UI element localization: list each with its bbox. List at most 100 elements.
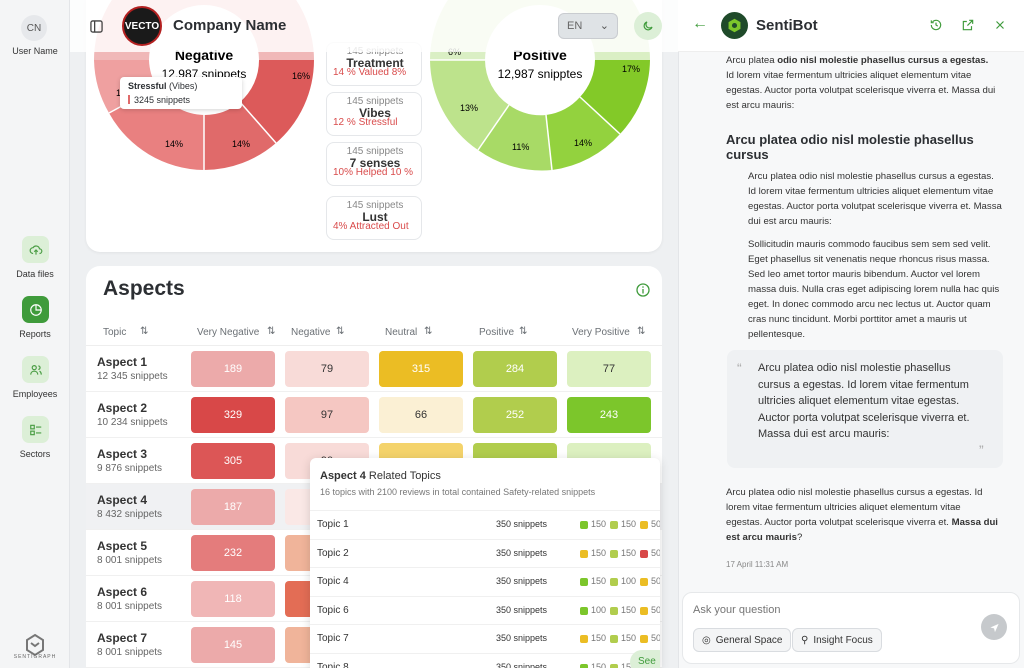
col-very-positive[interactable]: Very Positive <box>572 327 630 338</box>
aspect-name: Aspect 3 <box>97 447 148 461</box>
sentiment-cell[interactable]: 189 <box>191 351 275 387</box>
sentiment-cell[interactable]: 79 <box>285 351 369 387</box>
chip-title: Treatment <box>346 56 404 70</box>
col-neutral[interactable]: Neutral <box>385 327 418 338</box>
topic-chip-vibes[interactable]: 145 snippets Vibes 12 % Stressful <box>326 92 422 136</box>
positive-pct-1: 6% <box>448 47 461 57</box>
sort-icon[interactable]: ⇅ <box>424 326 433 337</box>
avatar[interactable]: CN <box>21 15 47 41</box>
sentiment-cell[interactable]: 305 <box>191 443 275 479</box>
theme-toggle-button[interactable] <box>634 12 662 40</box>
table-row[interactable]: Aspect 1 12 345 snippets 189 79 315 284 77 <box>86 346 662 392</box>
general-space-button[interactable]: ◎ General Space <box>693 628 792 652</box>
sort-icon[interactable]: ⇅ <box>267 326 276 337</box>
nav-reports-button[interactable] <box>22 296 49 323</box>
sentiment-cell[interactable]: 329 <box>191 397 275 433</box>
aspect-snippets: 8 001 snippets <box>97 647 163 658</box>
positive-slice-3[interactable] <box>478 105 552 171</box>
msg4-end: ? <box>796 532 803 543</box>
col-topic[interactable]: Topic <box>103 327 127 338</box>
sentiment-count: 150 <box>591 547 607 558</box>
sentiment-cell[interactable]: 145 <box>191 627 275 663</box>
sort-icon[interactable]: ⇅ <box>140 326 149 337</box>
sentiment-dot <box>610 663 618 668</box>
sort-icon[interactable]: ⇅ <box>336 326 345 337</box>
positive-slice-4[interactable] <box>430 60 509 150</box>
chat-composer: ◎ General Space ⚲ Insight Focus <box>682 592 1020 664</box>
nav-data-files-label: Data files <box>16 269 54 279</box>
insight-focus-button[interactable]: ⚲ Insight Focus <box>792 628 882 652</box>
topic-snippets: 350 snippets <box>496 661 548 668</box>
external-link-icon[interactable] <box>961 18 975 32</box>
aspect-name: Aspect 2 <box>97 401 148 415</box>
chip-title: Lust <box>362 210 388 224</box>
chip-line: 4% Attracted Out <box>333 221 409 232</box>
see-button[interactable]: See <box>630 650 660 668</box>
col-negative[interactable]: Negative <box>291 327 331 338</box>
nav-employees-button[interactable] <box>22 356 49 383</box>
sentiment-count: 50 <box>651 576 660 586</box>
aspect-name: Aspect 4 <box>97 493 148 507</box>
chat-input[interactable] <box>693 601 963 619</box>
sentiment-count: 150 <box>591 576 607 586</box>
sentiment-cell[interactable]: 97 <box>285 397 369 433</box>
sentiment-dot <box>610 549 618 558</box>
msg4-bold: Massa dui est arcu mauris <box>726 517 998 543</box>
topic-name: Topic 6 <box>317 604 349 616</box>
quote-close-icon: ” <box>979 442 984 458</box>
chat-timestamp: 17 April 11:31 AM <box>726 560 789 569</box>
info-icon[interactable] <box>636 283 650 297</box>
col-very-negative[interactable]: Very Negative <box>197 327 260 338</box>
sentiment-cell[interactable]: 77 <box>567 351 651 387</box>
topic-row[interactable]: Topic 1 350 snippets 150 150 50 <box>310 510 660 538</box>
topic-name: Topic 7 <box>317 633 349 644</box>
logo-text: VECTO <box>124 20 160 32</box>
chip-snippets: 145 snippets <box>346 200 404 211</box>
close-icon[interactable] <box>994 19 1006 31</box>
back-arrow-icon[interactable]: ← <box>692 15 708 32</box>
sentigraph-logo-icon <box>26 633 44 657</box>
sentiment-cell[interactable]: 243 <box>567 397 651 433</box>
topic-row[interactable]: Topic 7 350 snippets 150 150 50 <box>310 624 660 652</box>
sentiment-count: 50 <box>651 519 660 529</box>
moon-icon <box>643 21 653 31</box>
nav-sectors-button[interactable] <box>22 416 49 443</box>
positive-count: 12,987 snipptes <box>498 67 583 81</box>
send-button[interactable] <box>981 614 1007 640</box>
sentiment-cell[interactable]: 232 <box>191 535 275 571</box>
language-select[interactable]: EN ⌄ <box>558 13 618 39</box>
topic-chip-7-senses[interactable]: 145 snippets 7 senses 10% Helped 10 % <box>326 142 422 186</box>
nav-data-files-button[interactable] <box>22 236 49 263</box>
positive-slice-2[interactable] <box>546 97 620 170</box>
chip-line: 14 % Valued 8% <box>333 67 407 78</box>
topic-name: Topic 1 <box>317 519 349 530</box>
sentiment-cell[interactable]: 252 <box>473 397 557 433</box>
popup-title: Related Topics <box>368 470 441 482</box>
chat-panel <box>678 0 1024 668</box>
sentiment-cell[interactable]: 284 <box>473 351 557 387</box>
topic-row[interactable]: Topic 6 350 snippets 100 150 50 <box>310 595 660 624</box>
table-row[interactable]: Aspect 2 10 234 snippets 329 97 66 252 243 <box>86 392 662 438</box>
positive-slice-1[interactable] <box>580 60 650 134</box>
sort-icon[interactable]: ⇅ <box>519 326 528 337</box>
sentiment-cell[interactable]: 315 <box>379 351 463 387</box>
list-icon <box>29 424 41 435</box>
sentiment-cell[interactable]: 118 <box>191 581 275 617</box>
nav-reports-label: Reports <box>19 329 51 339</box>
history-icon[interactable] <box>929 18 943 32</box>
topic-chip-lust[interactable]: 145 snippets Lust 4% Attracted Out <box>326 196 422 240</box>
sentiment-cell[interactable]: 66 <box>379 397 463 433</box>
sentiment-cell[interactable]: 187 <box>191 489 275 525</box>
sentiment-dot <box>640 578 648 586</box>
language-value: EN <box>567 20 583 32</box>
topic-row[interactable]: Topic 4 350 snippets 150 100 50 <box>310 567 660 595</box>
topic-row[interactable]: Topic 2 350 snippets 150 150 50 <box>310 538 660 567</box>
tooltip-sub: (Vibes) <box>169 81 198 91</box>
sidebar-toggle-icon[interactable] <box>90 20 103 33</box>
popup-title-aspect: Aspect 4 <box>320 470 366 482</box>
quote-open-icon: “ <box>737 360 742 376</box>
negative-slice-3[interactable] <box>204 102 276 170</box>
sort-icon[interactable]: ⇅ <box>637 326 646 337</box>
col-positive[interactable]: Positive <box>479 327 515 338</box>
